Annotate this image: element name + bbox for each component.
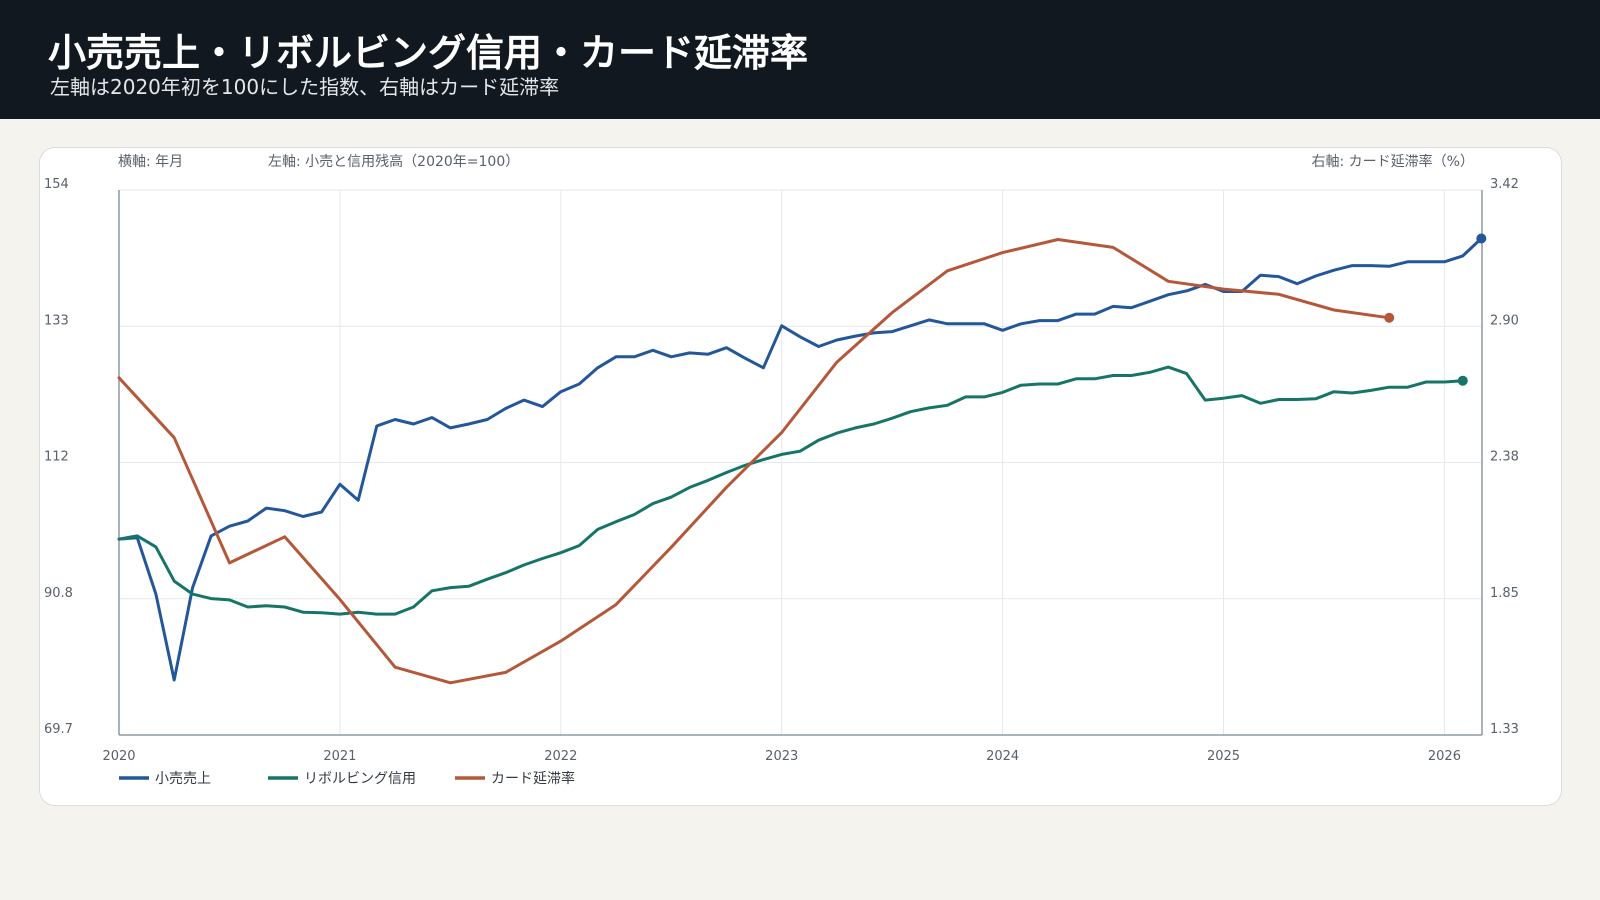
x-tick-label: 2023 [765,749,798,764]
axis-labels: 横軸: 年月 左軸: 小売と信用残高（2020年=100） 右軸: カード延滞率… [118,153,1474,170]
page-subtitle: 左軸は2020年初を100にした指数、右軸はカード延滞率 [50,75,560,99]
series-line-1 [117,365,1465,616]
x-tick-label: 2022 [544,749,577,764]
left-tick-label: 154 [44,177,69,192]
series-endpoint-2 [1384,312,1395,323]
left-tick-label: 90.8 [44,586,73,601]
series-line-2 [117,238,1391,685]
header-bar: 小売売上・リボルビング信用・カード延滞率 左軸は2020年初を100にした指数、… [0,0,1600,119]
axes: 154 133 112 90.8 69.7 3.42 2.90 2.38 1.85 1.33 202… [44,177,1519,764]
left-tick-label: 133 [44,313,69,328]
series-lines [117,233,1487,685]
right-tick-label: 2.38 [1490,450,1519,465]
right-tick-label: 1.33 [1490,722,1519,737]
right-tick-label: 2.90 [1490,313,1519,328]
x-axis-name: 横軸: 年月 [118,154,183,170]
chart-card [39,147,1562,806]
gridlines [118,189,1482,736]
left-axis-name: 左軸: 小売と信用残高（2020年=100） [268,153,519,170]
series-endpoint-0 [1476,233,1487,244]
x-tick-label: 2025 [1207,749,1240,764]
legend: 小売売上 リボルビング信用 カード延滞率 [119,770,575,787]
x-tick-label: 2024 [986,749,1019,764]
series-line-0 [117,237,1483,682]
series-endpoint-1 [1457,375,1468,386]
right-tick-label: 3.42 [1490,177,1519,192]
page-title: 小売売上・リボルビング信用・カード延滞率 [48,31,809,75]
right-tick-label: 1.85 [1490,586,1519,601]
left-tick-label: 69.7 [44,722,73,737]
legend-label-0: 小売売上 [155,771,211,787]
x-tick-label: 2021 [323,749,356,764]
legend-label-1: リボルビング信用 [304,771,416,787]
right-axis-name: 右軸: カード延滞率（%） [1312,153,1474,170]
legend-label-2: カード延滞率 [491,770,575,787]
x-tick-label: 2026 [1428,749,1461,764]
left-tick-label: 112 [44,450,69,465]
x-tick-label: 2020 [102,749,135,764]
